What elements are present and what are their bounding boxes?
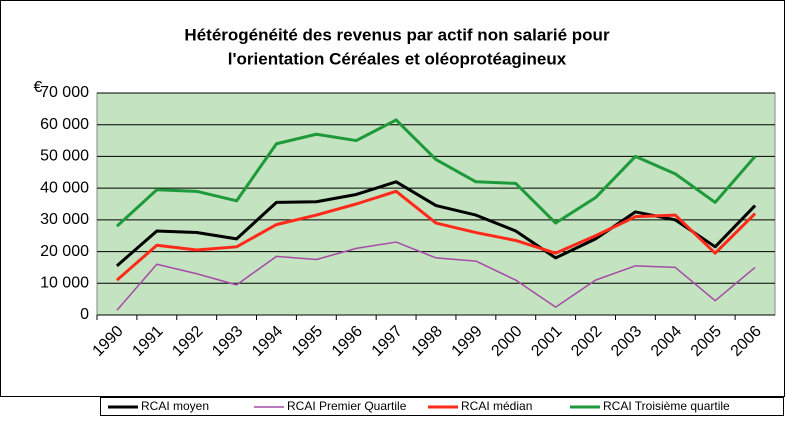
y-tick-label: 30 000 [40,211,89,228]
line-series [116,241,756,311]
y-tick-label: 10 000 [40,275,89,292]
y-tick-label: 60 000 [40,116,89,133]
chart-title: Hétérogénéité des revenus par actif non … [184,25,610,44]
legend-label: RCAI Troisième quartile [603,399,730,413]
legend-label: RCAI moyen [141,399,209,413]
y-tick-label: 70 000 [40,84,89,101]
y-tick-label: 50 000 [40,148,89,165]
chart-subtitle: l'orientation Céréales et oléoprotéagine… [228,49,567,68]
legend-label: RCAI médian [461,399,532,413]
line-series [115,180,757,267]
y-unit: € [34,79,43,96]
line-series [115,189,757,282]
legend-label: RCAI Premier Quartile [287,399,407,413]
y-tick-label: 20 000 [40,243,89,260]
line-series [115,118,757,228]
y-tick-label: 0 [80,306,89,323]
y-tick-label: 40 000 [40,179,89,196]
